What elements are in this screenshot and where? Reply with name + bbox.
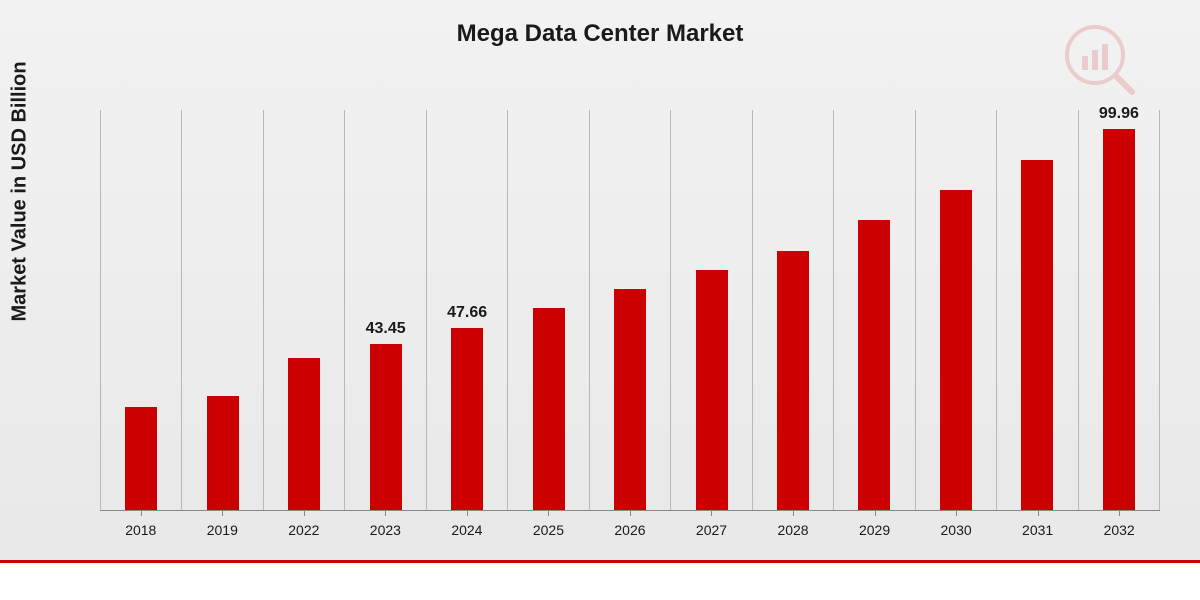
bar: [125, 407, 157, 510]
bottom-accent-bar: [0, 560, 1200, 580]
bar-slot: [752, 110, 833, 510]
x-axis-tick-label: 2030: [915, 522, 997, 538]
bar-slot: 99.96: [1078, 110, 1160, 510]
bar: [1021, 160, 1053, 510]
bar-value-label: 43.45: [366, 320, 406, 338]
x-axis-tick-label: 2031: [997, 522, 1079, 538]
bar: [288, 358, 320, 510]
watermark-logo-icon: [1060, 20, 1140, 105]
x-axis-tick-label: 2028: [752, 522, 834, 538]
bar: [940, 190, 972, 510]
bar-slot: [100, 110, 181, 510]
x-axis-labels: 2018201920222023202420252026202720282029…: [100, 522, 1160, 538]
bar: [858, 220, 890, 510]
bar-slot: [181, 110, 262, 510]
x-axis-tick-label: 2026: [589, 522, 671, 538]
bar-slot: [263, 110, 344, 510]
bars-area: 43.45 47.66 99.96: [100, 110, 1160, 510]
bar-slot: 43.45: [344, 110, 425, 510]
bar: [370, 344, 402, 510]
x-axis-tick-label: 2027: [671, 522, 753, 538]
x-axis-tick-label: 2018: [100, 522, 182, 538]
chart-title: Mega Data Center Market: [0, 0, 1200, 48]
bar: [533, 308, 565, 510]
bar: [1103, 129, 1135, 510]
bar-slot: [670, 110, 751, 510]
x-axis-tick-label: 2024: [426, 522, 508, 538]
x-axis-tick-label: 2029: [834, 522, 916, 538]
x-axis-tick-label: 2023: [345, 522, 427, 538]
y-axis-label: Market Value in USD Billion: [9, 61, 32, 321]
bar-slot: [589, 110, 670, 510]
bar-slot: [507, 110, 588, 510]
plot-region: 43.45 47.66 99.96: [100, 110, 1160, 510]
bar: [777, 251, 809, 510]
bar: [614, 289, 646, 510]
bar-slot: 47.66: [426, 110, 507, 510]
x-axis-tick-label: 2019: [182, 522, 264, 538]
bar-value-label: 47.66: [447, 304, 487, 322]
bar-slot: [996, 110, 1077, 510]
bar: [451, 328, 483, 510]
bar: [207, 396, 239, 510]
x-axis-tick-label: 2032: [1078, 522, 1160, 538]
bar: [696, 270, 728, 510]
bar-value-label: 99.96: [1099, 105, 1139, 123]
bar-slot: [833, 110, 914, 510]
x-axis-tick-label: 2022: [263, 522, 345, 538]
x-axis-tick-label: 2025: [508, 522, 590, 538]
bar-slot: [915, 110, 996, 510]
chart-container: Mega Data Center Market Market Value in …: [0, 0, 1200, 580]
